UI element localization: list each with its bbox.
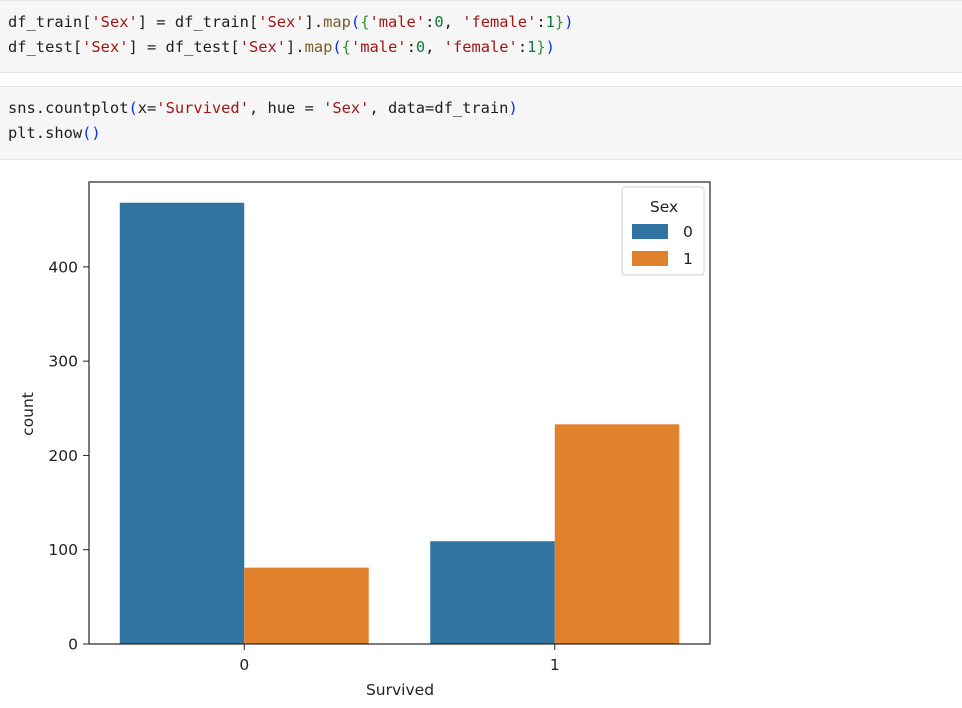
code-token: df_train[ — [8, 13, 92, 31]
code-token: ( — [350, 13, 361, 31]
code-token: ] = df_train[ — [137, 13, 259, 31]
code-token: : — [517, 38, 528, 56]
y-tick-label: 0 — [68, 636, 78, 654]
code-editor[interactable]: sns.countplot(x='Survived', hue = 'Sex',… — [8, 96, 518, 146]
code-line: df_train['Sex'] = df_train['Sex'].map({'… — [8, 10, 573, 35]
code-token: ) — [545, 38, 555, 56]
legend-items: 01 — [632, 223, 693, 268]
code-token: 0 — [415, 38, 426, 56]
code-token: ) — [508, 99, 518, 117]
legend-label-1: 1 — [683, 250, 693, 268]
code-line: sns.countplot(x='Survived', hue = 'Sex',… — [8, 96, 518, 121]
code-token: plt.show — [8, 124, 83, 142]
code-token: x= — [137, 99, 157, 117]
y-tick-label: 100 — [48, 541, 78, 559]
code-token: 0 — [434, 13, 444, 31]
code-cell-2[interactable]: sns.countplot(x='Survived', hue = 'Sex',… — [0, 86, 962, 160]
code-token: () — [82, 124, 101, 142]
code-line: df_test['Sex'] = df_test['Sex'].map({'ma… — [8, 35, 573, 60]
bar-survived-0-sex-0 — [119, 202, 245, 644]
code-token: 'Survived' — [156, 99, 249, 117]
y-tick-label: 300 — [48, 353, 78, 371]
code-token: , hue = — [248, 99, 324, 117]
y-axis: 0 100 200 300 400 — [48, 258, 89, 654]
legend: Sex 01 — [621, 186, 705, 276]
code-token: { — [360, 13, 370, 31]
code-token: ]. — [286, 38, 305, 56]
code-token: } — [554, 13, 565, 31]
y-tick-label: 400 — [48, 258, 78, 276]
code-token: 1 — [545, 13, 555, 31]
code-token: : — [406, 38, 416, 56]
code-token: { — [341, 38, 351, 56]
code-token: 'Sex' — [239, 38, 287, 56]
code-token: 'Sex' — [258, 13, 305, 31]
code-token: 'male' — [369, 13, 426, 31]
legend-title: Sex — [650, 198, 678, 216]
code-token: df_test[ — [8, 38, 83, 56]
code-token: 'female' — [443, 38, 518, 56]
code-token: ( — [332, 38, 342, 56]
x-axis-label: Survived — [366, 681, 434, 699]
code-token: 'Sex' — [323, 99, 370, 117]
code-token: 'Sex' — [82, 38, 129, 56]
bars-group — [119, 202, 680, 644]
x-tick-label: 0 — [239, 656, 249, 674]
code-token: ] = df_test[ — [128, 38, 240, 56]
code-token: map — [304, 38, 333, 56]
code-token: sns.countplot — [8, 99, 129, 117]
code-token: : — [536, 13, 546, 31]
code-token: : — [425, 13, 435, 31]
bar-survived-1-sex-0 — [430, 541, 555, 644]
y-tick-label: 200 — [48, 447, 78, 465]
code-line: plt.show() — [8, 121, 518, 146]
code-token: 'female' — [462, 13, 537, 31]
legend-swatch-0 — [632, 224, 668, 239]
x-tick-label: 1 — [550, 656, 560, 674]
code-token: map — [323, 13, 351, 31]
legend-swatch-1 — [632, 251, 668, 266]
code-token: ]. — [304, 13, 324, 31]
y-axis-label: count — [19, 392, 37, 436]
code-token: 'Sex' — [91, 13, 138, 31]
code-token: , — [443, 13, 463, 31]
axes-frame — [88, 181, 711, 645]
code-editor[interactable]: df_train['Sex'] = df_train['Sex'].map({'… — [8, 10, 573, 60]
code-token: , data=df_train — [369, 99, 509, 117]
code-token: , — [425, 38, 444, 56]
legend-label-0: 0 — [683, 223, 693, 241]
code-cell-1[interactable]: df_train['Sex'] = df_train['Sex'].map({'… — [0, 0, 962, 73]
code-token: } — [536, 38, 546, 56]
code-token: 1 — [527, 38, 537, 56]
code-token: 'male' — [350, 38, 407, 56]
code-token: ) — [564, 13, 574, 31]
code-token: ( — [128, 99, 138, 117]
bar-survived-1-sex-1 — [554, 424, 680, 644]
bar-survived-0-sex-1 — [244, 567, 369, 644]
